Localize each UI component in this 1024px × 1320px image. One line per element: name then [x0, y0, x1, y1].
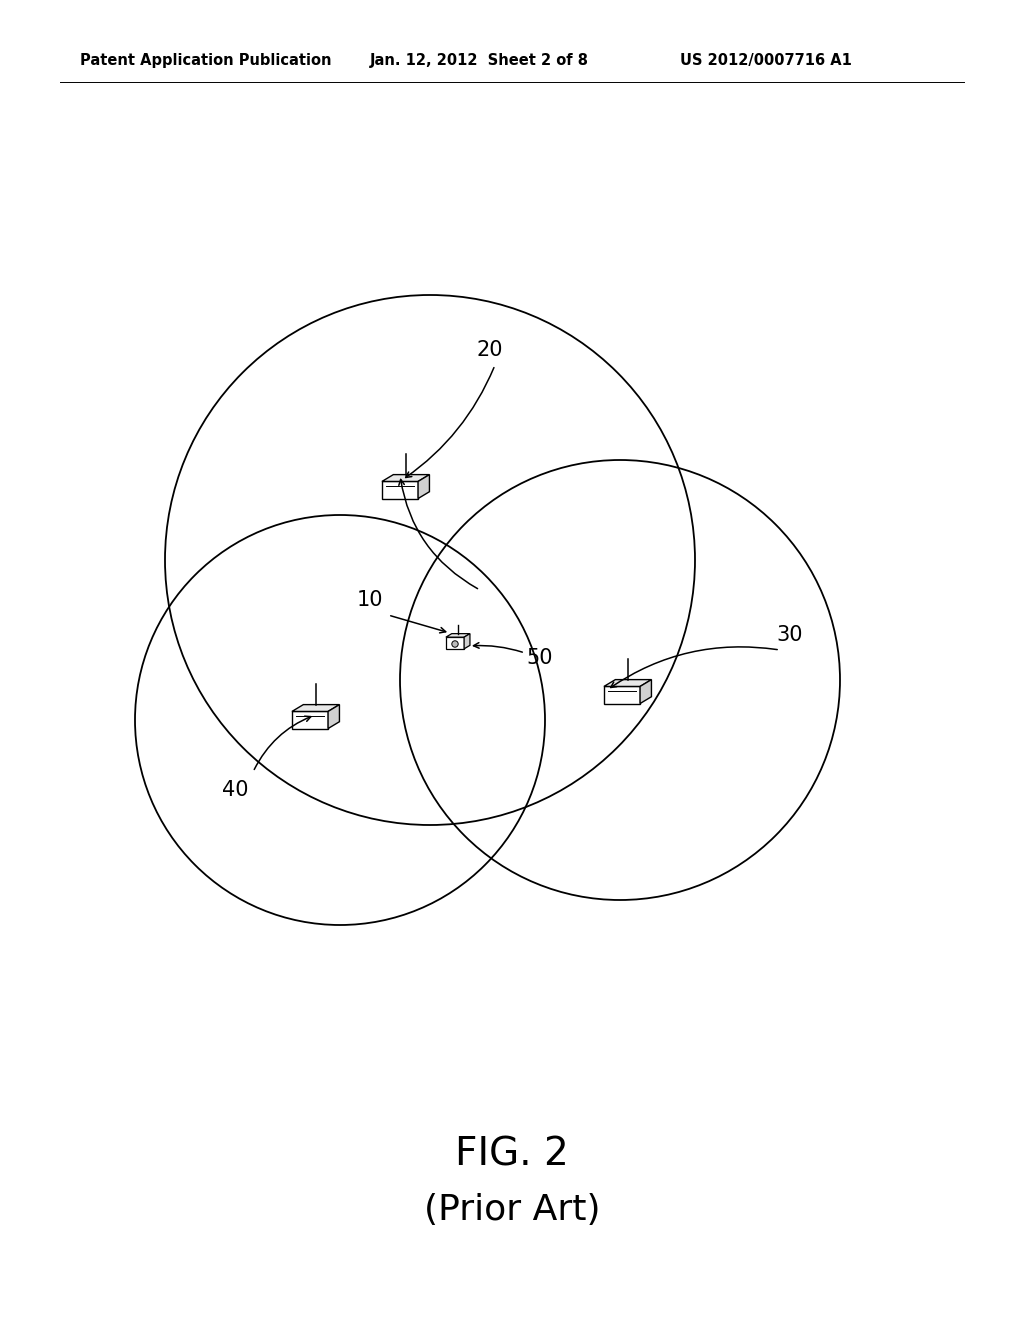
Text: (Prior Art): (Prior Art)	[424, 1193, 600, 1228]
Ellipse shape	[452, 640, 458, 647]
Bar	[445, 638, 464, 649]
Polygon shape	[328, 705, 339, 729]
Polygon shape	[292, 705, 339, 711]
Text: 40: 40	[222, 780, 248, 800]
Polygon shape	[464, 634, 470, 649]
Text: US 2012/0007716 A1: US 2012/0007716 A1	[680, 53, 852, 67]
Polygon shape	[640, 680, 651, 704]
Bar	[604, 686, 640, 704]
Text: 30: 30	[777, 624, 803, 645]
Polygon shape	[604, 680, 651, 686]
Polygon shape	[445, 634, 470, 638]
Text: 20: 20	[477, 341, 503, 360]
Text: Patent Application Publication: Patent Application Publication	[80, 53, 332, 67]
Text: 50: 50	[526, 648, 553, 668]
Polygon shape	[418, 475, 429, 499]
Text: 10: 10	[356, 590, 383, 610]
Text: FIG. 2: FIG. 2	[455, 1137, 569, 1173]
Text: Jan. 12, 2012  Sheet 2 of 8: Jan. 12, 2012 Sheet 2 of 8	[370, 53, 589, 67]
Bar	[292, 711, 328, 729]
Polygon shape	[382, 475, 429, 482]
Bar	[382, 482, 418, 499]
